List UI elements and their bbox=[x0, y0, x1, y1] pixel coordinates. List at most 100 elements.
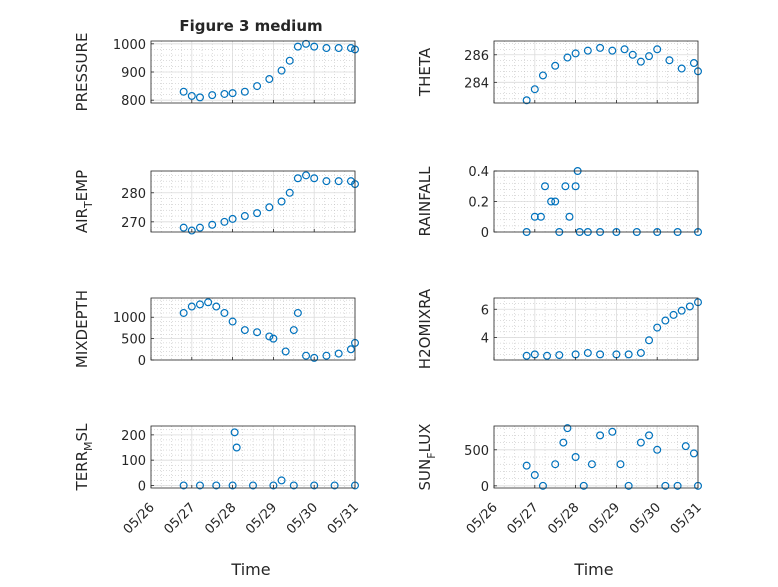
y-axis-label: SUNFLUX bbox=[416, 424, 438, 491]
data-point bbox=[653, 45, 662, 54]
data-point bbox=[240, 212, 249, 221]
data-point bbox=[187, 226, 196, 235]
data-point bbox=[220, 308, 229, 317]
y-tick-label: 200 bbox=[121, 429, 146, 444]
data-point bbox=[653, 323, 662, 332]
y-axis-label: H2OMIXRA bbox=[416, 288, 434, 369]
data-point bbox=[530, 471, 539, 480]
y-axis-label: MIXDEPTH bbox=[73, 290, 91, 368]
y-tick-label: 0.2 bbox=[468, 196, 489, 211]
data-point bbox=[179, 308, 188, 317]
data-point bbox=[583, 46, 592, 55]
x-tick-label: 05/31 bbox=[668, 500, 705, 537]
data-point bbox=[285, 188, 294, 197]
data-point bbox=[665, 56, 674, 65]
data-point bbox=[565, 212, 574, 221]
data-point bbox=[616, 460, 625, 469]
subplot-7: 0 100 200 05/26 05/27 05/28 05/29 05/30 05/31 TER… bbox=[73, 423, 362, 537]
data-point bbox=[322, 177, 331, 186]
data-point bbox=[540, 182, 549, 191]
data-point bbox=[522, 96, 531, 105]
axes-box bbox=[493, 425, 699, 489]
data-point bbox=[563, 53, 572, 62]
y-tick-label: 500 bbox=[464, 444, 489, 459]
figure-title: Figure 3 medium bbox=[179, 17, 322, 35]
data-point bbox=[302, 39, 311, 48]
axes-box bbox=[493, 297, 699, 361]
data-point bbox=[289, 481, 298, 490]
data-point bbox=[265, 75, 274, 84]
data-point bbox=[608, 427, 617, 436]
y-tick-label: 1000 bbox=[113, 311, 146, 326]
data-point bbox=[208, 220, 217, 229]
data-point bbox=[685, 302, 694, 311]
data-point bbox=[228, 317, 237, 326]
x-tick-label: 05/29 bbox=[586, 500, 623, 537]
data-point bbox=[310, 353, 319, 362]
data-point bbox=[579, 481, 588, 490]
data-point bbox=[530, 212, 539, 221]
x-tick-label: 05/28 bbox=[545, 500, 582, 537]
x-tick-label: 05/26 bbox=[464, 500, 501, 537]
data-point bbox=[285, 56, 294, 65]
data-point bbox=[220, 89, 229, 98]
x-tick-label: 05/30 bbox=[627, 500, 664, 537]
data-point bbox=[522, 461, 531, 470]
axes-box bbox=[150, 170, 356, 233]
y-axis-label: RAINFALL bbox=[416, 166, 434, 237]
data-point bbox=[265, 332, 274, 341]
y-axis-label-main: AIR bbox=[73, 208, 91, 233]
data-point bbox=[689, 449, 698, 458]
data-point bbox=[555, 351, 564, 360]
data-point bbox=[673, 481, 682, 490]
x-label-right: Time bbox=[573, 560, 613, 579]
y-axis-label: PRESSURE bbox=[73, 33, 91, 112]
data-point bbox=[334, 177, 343, 186]
data-point bbox=[212, 302, 221, 311]
data-point bbox=[334, 44, 343, 53]
data-point bbox=[293, 42, 302, 51]
y-tick-label: 0 bbox=[481, 226, 489, 241]
data-point bbox=[253, 209, 262, 218]
y-tick-label: 284 bbox=[464, 76, 489, 91]
x-tick-label: 05/28 bbox=[202, 500, 239, 537]
y-axis-label-rest: LUX bbox=[416, 424, 434, 453]
subplot-5: 0 500 1000 MIXDEPTH bbox=[73, 290, 360, 369]
data-point bbox=[677, 306, 686, 315]
subplot-3: 270 280 AIRTEMP bbox=[73, 170, 360, 235]
y-axis-label-subscript: M bbox=[82, 441, 95, 451]
data-point bbox=[212, 481, 221, 490]
data-point bbox=[232, 443, 241, 452]
data-point bbox=[596, 431, 605, 440]
y-tick-label: 100 bbox=[121, 454, 146, 469]
data-point bbox=[310, 174, 319, 183]
data-point bbox=[583, 348, 592, 357]
y-axis-label-rest: SL bbox=[73, 423, 91, 442]
data-point bbox=[681, 442, 690, 451]
data-point bbox=[608, 46, 617, 55]
data-point bbox=[571, 182, 580, 191]
axes-box bbox=[150, 425, 356, 489]
data-point bbox=[596, 350, 605, 359]
data-point bbox=[561, 182, 570, 191]
data-point bbox=[689, 59, 698, 68]
data-point bbox=[587, 460, 596, 469]
data-point bbox=[240, 87, 249, 96]
subplot-8: 0 500 05/26 05/27 05/28 05/29 05/30 05/31 SUNFLU… bbox=[416, 424, 705, 538]
y-axis-label-subscript: F bbox=[425, 452, 438, 458]
data-point bbox=[620, 45, 629, 54]
y-axis-label-subscript: T bbox=[82, 201, 95, 209]
data-point bbox=[220, 217, 229, 226]
data-point bbox=[322, 44, 331, 53]
data-point bbox=[653, 445, 662, 454]
y-axis-label-main: TERR bbox=[73, 451, 91, 492]
y-tick-label: 800 bbox=[121, 94, 146, 109]
x-tick-label: 05/26 bbox=[121, 500, 158, 537]
data-point bbox=[645, 52, 654, 61]
data-point bbox=[538, 481, 547, 490]
data-point bbox=[346, 345, 355, 354]
data-point bbox=[179, 87, 188, 96]
y-tick-label: 0 bbox=[138, 354, 146, 369]
